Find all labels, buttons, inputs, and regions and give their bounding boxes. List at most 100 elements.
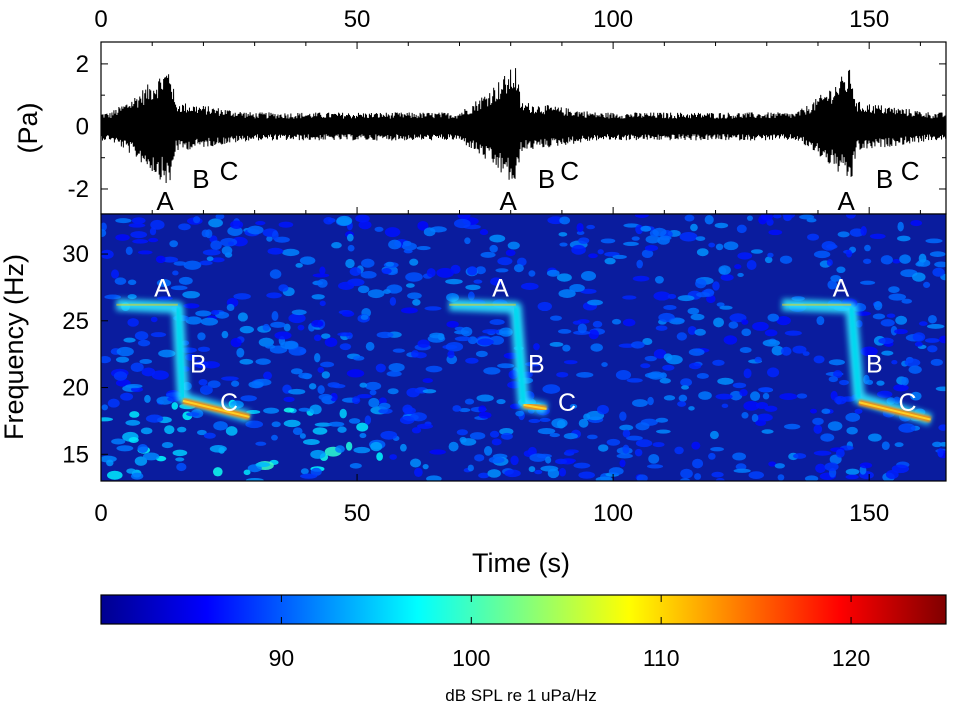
spectrogram-noise-blob <box>205 229 213 239</box>
spectrogram-noise-blob <box>840 396 856 402</box>
spectrogram-noise-blob <box>655 417 669 423</box>
spectrogram-noise-blob <box>231 380 240 387</box>
spectrogram-noise-blob <box>210 309 220 316</box>
spectrogram-noise-blob <box>409 258 419 266</box>
spectrogram-noise-blob <box>746 215 754 221</box>
spectrogram-noise-blob <box>768 229 783 236</box>
spectrogram-noise-blob <box>313 334 322 342</box>
waveform-call-labels: AB CAB CAB C <box>156 156 919 216</box>
spectrogram-noise-blob <box>297 324 305 331</box>
spectrogram-noise-blob <box>915 261 924 267</box>
spectrogram-noise-blob <box>539 417 551 422</box>
spectrogram-noise-blob <box>263 407 280 414</box>
spectrogram-noise-blob <box>853 311 871 316</box>
spectrogram-noise-blob <box>283 407 295 413</box>
spectrogram-noise-blob <box>137 443 149 454</box>
spectrogram-noise-blob <box>739 389 748 397</box>
spectrogram-noise-blob <box>195 310 212 317</box>
spectrogram-noise-blob <box>764 329 778 337</box>
spectrogram-noise-blob <box>830 274 842 282</box>
waveform-call-label: B <box>192 164 209 194</box>
spectrogram-noise-blob <box>107 470 123 480</box>
spectrogram-noise-blob <box>175 457 185 462</box>
spectrogram-noise-blob <box>654 275 664 284</box>
spectrogram-noise-blob <box>636 474 648 481</box>
spectrogram-noise-blob <box>255 441 267 446</box>
spectrogram-noise-blob <box>196 429 207 436</box>
waveform-call-label: A <box>499 186 517 216</box>
spectrogram-noise-blob <box>622 295 637 300</box>
spectrogram-noise-blob <box>465 284 481 291</box>
spectrogram-noise-blob <box>369 389 377 396</box>
colorbar-gradient <box>101 595 946 624</box>
spectrogram-ytick-label: 15 <box>62 441 89 468</box>
spectrogram-noise-blob <box>930 358 943 366</box>
colorbar-tick-label: 90 <box>269 645 295 671</box>
spectrogram-noise-blob <box>116 346 134 357</box>
spectrogram-noise-blob <box>761 429 774 434</box>
spectrogram-noise-blob <box>368 397 380 408</box>
spectrogram-noise-blob <box>278 221 294 228</box>
spectrogram-noise-blob <box>465 357 479 364</box>
spectrogram-noise-blob <box>888 286 900 294</box>
spectrogram-noise-blob <box>578 418 589 428</box>
spectrogram-noise-blob <box>588 253 598 259</box>
spectrogram-noise-blob <box>810 408 817 414</box>
spectrogram-noise-blob <box>411 350 420 358</box>
spectrogram-noise-blob <box>723 335 738 345</box>
waveform-call-label: A <box>156 186 174 216</box>
spectrogram-noise-blob <box>314 352 321 363</box>
spectrogram-noise-blob <box>292 427 303 436</box>
spectrogram-noise-blob <box>864 244 871 252</box>
spectrogram-noise-blob <box>622 444 630 454</box>
colorbar-label: dB SPL re 1 uPa/Hz <box>445 686 597 705</box>
spectrogram-noise-blob <box>288 313 306 324</box>
spectrogram-noise-blob <box>515 410 524 417</box>
spectrogram-noise-blob <box>483 367 501 375</box>
spectrogram-noise-blob <box>346 369 365 378</box>
spectrogram-noise-blob <box>495 268 509 273</box>
spectrogram-noise-blob <box>644 245 659 252</box>
spectrogram-noise-blob <box>640 363 651 369</box>
spectrogram-noise-blob <box>482 329 500 334</box>
spectrogram-noise-blob <box>635 422 650 431</box>
spectrogram-noise-blob <box>101 356 112 364</box>
spectrogram-noise-blob <box>912 272 926 282</box>
spectrogram-noise-blob <box>600 238 616 244</box>
spectrogram-noise-blob <box>534 469 543 475</box>
spectrogram-noise-blob <box>233 293 251 300</box>
spectrogram-noise-blob <box>283 323 291 332</box>
spectrogram-noise-blob <box>389 296 397 306</box>
spectrogram-noise-blob <box>388 362 405 372</box>
spectrogram-noise-blob <box>839 379 849 386</box>
spectrogram-noise-blob <box>367 289 385 299</box>
spectrogram-noise-blob <box>647 396 654 406</box>
spectrogram-noise-blob <box>474 454 485 462</box>
spectrogram-noise-blob <box>283 396 295 403</box>
spectrogram-noise-blob <box>339 343 352 351</box>
spectrogram-noise-blob <box>572 320 582 325</box>
spectrogram-noise-blob <box>894 442 904 448</box>
spectrogram-noise-blob <box>323 216 334 225</box>
spectrogram-noise-blob <box>714 222 729 229</box>
spectrogram-noise-blob <box>477 338 494 346</box>
spectrogram-noise-blob <box>912 332 926 342</box>
spectrogram-noise-blob <box>331 384 346 389</box>
spectrogram-noise-blob <box>741 319 749 325</box>
spectrogram-noise-blob <box>378 402 391 410</box>
spectrogram-call-label: A <box>833 274 850 302</box>
spectrogram-noise-blob <box>737 272 744 278</box>
spectrogram-noise-blob <box>698 391 712 400</box>
spectrogram-noise-blob <box>283 419 301 428</box>
spectrogram-noise-blob <box>144 394 151 403</box>
spectrogram-noise-blob <box>140 427 153 435</box>
spectrogram-noise-blob <box>402 404 413 414</box>
spectrogram-noise-blob <box>659 235 672 241</box>
spectrogram-noise-blob <box>330 392 338 402</box>
spectrogram-noise-blob <box>779 255 793 264</box>
spectrogram-noise-blob <box>760 214 773 221</box>
spectrogram-noise-blob <box>245 420 264 429</box>
spectrogram-noise-blob <box>429 449 446 455</box>
